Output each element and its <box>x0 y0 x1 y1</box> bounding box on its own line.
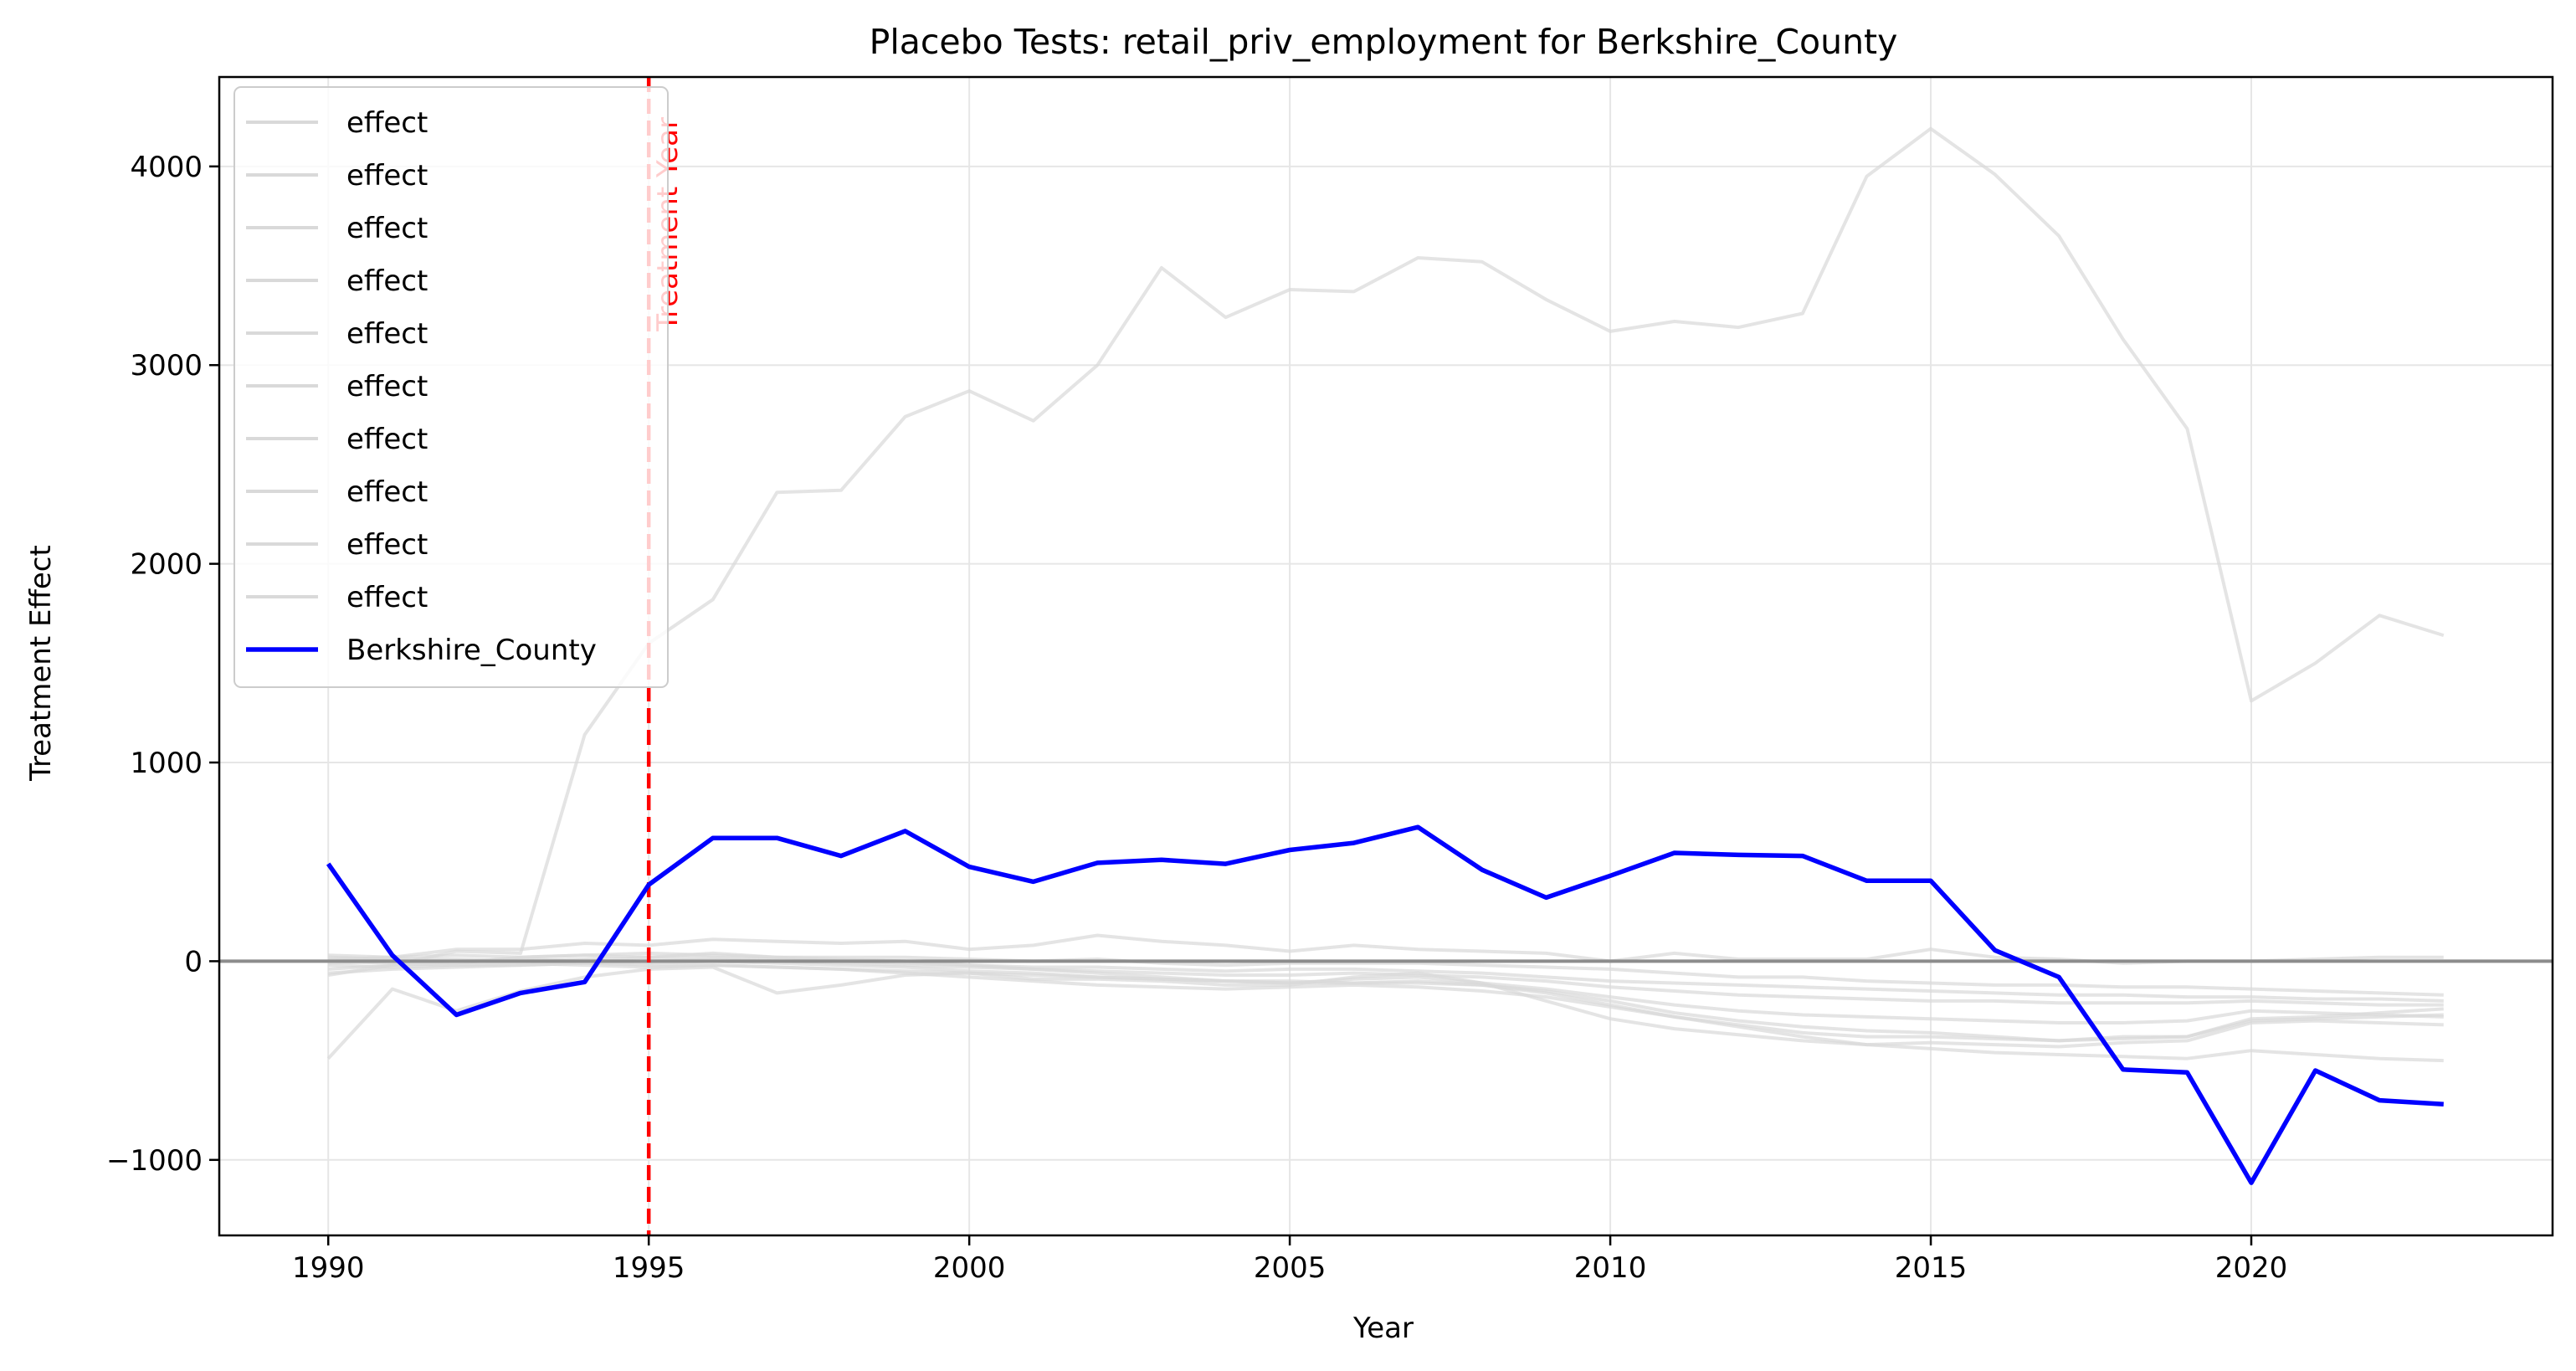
legend-label: effect <box>346 528 428 562</box>
legend: effect effect effect effect effect effect effe… <box>233 86 669 688</box>
x-axis-label: Year <box>1352 1312 1414 1345</box>
x-tick-label: 1990 <box>292 1251 365 1285</box>
placebo-series-line <box>328 961 2444 1063</box>
y-tick-label: −1000 <box>106 1144 203 1178</box>
y-tick-label: 1000 <box>130 747 203 780</box>
legend-label: effect <box>346 581 428 614</box>
legend-label: effect <box>346 475 428 509</box>
legend-label: effect <box>346 264 428 298</box>
legend-label: effect <box>346 317 428 351</box>
plot-frame <box>218 75 2554 1237</box>
legend-label: effect <box>346 212 428 245</box>
treated-series-line <box>326 824 2444 1185</box>
legend-box <box>233 86 669 688</box>
x-axis-ticks: 1990 1995 2000 2005 2010 2015 2020 <box>292 1235 2287 1285</box>
x-tick-label: 2020 <box>2215 1251 2288 1285</box>
chart-title: Placebo Tests: retail_priv_employment fo… <box>870 22 1898 62</box>
y-tick-label: 3000 <box>130 349 203 383</box>
legend-label: effect <box>346 370 428 403</box>
placebo-series-line <box>327 126 2445 977</box>
y-tick-label: 4000 <box>130 151 203 184</box>
legend-label: effect <box>346 106 428 140</box>
legend-label: effect <box>346 159 428 193</box>
y-axis-ticks: −1000 0 1000 2000 3000 4000 <box>106 151 219 1178</box>
x-tick-label: 2015 <box>1895 1251 1968 1285</box>
placebo-series-line <box>328 955 2444 1003</box>
y-tick-label: 0 <box>184 945 203 978</box>
x-tick-label: 2010 <box>1574 1251 1647 1285</box>
y-tick-label: 2000 <box>130 548 203 582</box>
x-tick-label: 1995 <box>613 1251 685 1285</box>
legend-label: Berkshire_County <box>346 634 597 667</box>
x-tick-label: 2000 <box>933 1251 1006 1285</box>
legend-label: effect <box>346 423 428 456</box>
y-axis-label: Treatment Effect <box>24 545 58 782</box>
x-tick-label: 2005 <box>1254 1251 1326 1285</box>
